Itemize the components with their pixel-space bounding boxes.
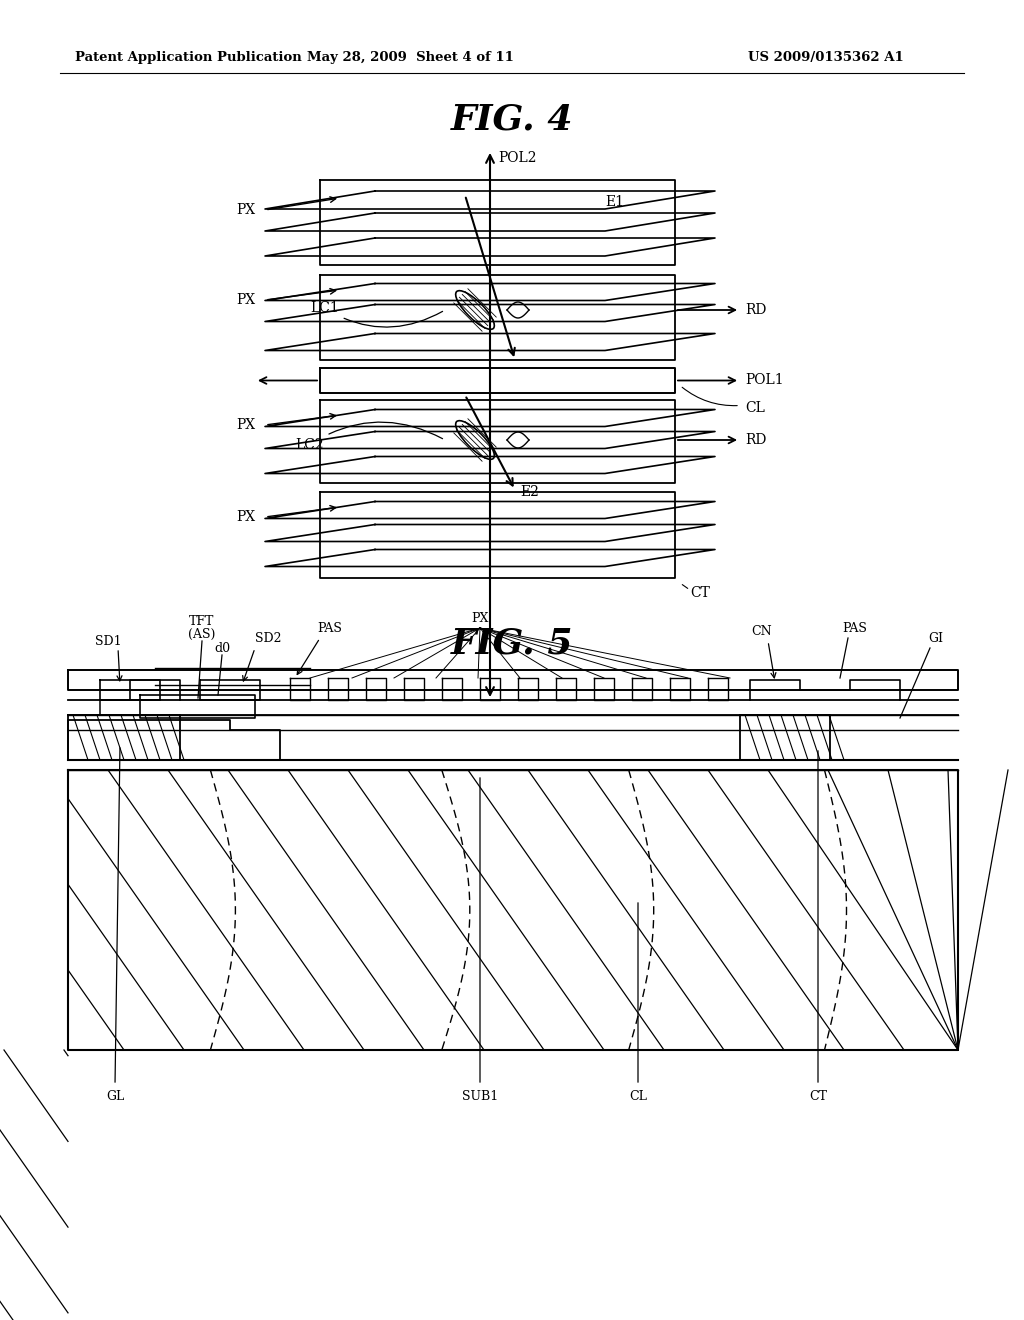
Text: LC1: LC1 [310,301,442,327]
Text: FIG. 5: FIG. 5 [451,626,573,660]
Text: LC2: LC2 [295,422,442,451]
Text: PAS: PAS [317,622,342,635]
Text: PX: PX [471,612,488,624]
Text: PAS: PAS [843,622,867,635]
Text: RD: RD [745,304,766,317]
Text: Patent Application Publication: Patent Application Publication [75,51,302,65]
Text: CL: CL [745,401,765,416]
Text: PX: PX [236,418,255,432]
Text: CT: CT [809,1090,827,1104]
Text: CT: CT [690,586,710,601]
Text: (AS): (AS) [188,628,216,642]
Text: E2: E2 [520,484,539,499]
Text: TFT: TFT [189,615,215,628]
Text: SD1: SD1 [94,635,121,648]
Text: d0: d0 [214,642,230,655]
Text: PX: PX [236,203,255,216]
Text: POL1: POL1 [745,374,783,388]
Text: May 28, 2009  Sheet 4 of 11: May 28, 2009 Sheet 4 of 11 [306,51,513,65]
Text: GI: GI [928,632,943,645]
Text: FIG. 4: FIG. 4 [451,103,573,137]
Text: RD: RD [745,433,766,447]
Text: US 2009/0135362 A1: US 2009/0135362 A1 [748,51,904,65]
Text: CL: CL [629,1090,647,1104]
Text: CN: CN [752,624,772,638]
Text: E1: E1 [605,195,624,209]
Text: SUB1: SUB1 [462,1090,498,1104]
Text: PX: PX [236,293,255,308]
Text: SD2: SD2 [255,632,282,645]
Text: PX: PX [236,510,255,524]
Text: GL: GL [105,1090,124,1104]
Text: POL2: POL2 [498,150,537,165]
